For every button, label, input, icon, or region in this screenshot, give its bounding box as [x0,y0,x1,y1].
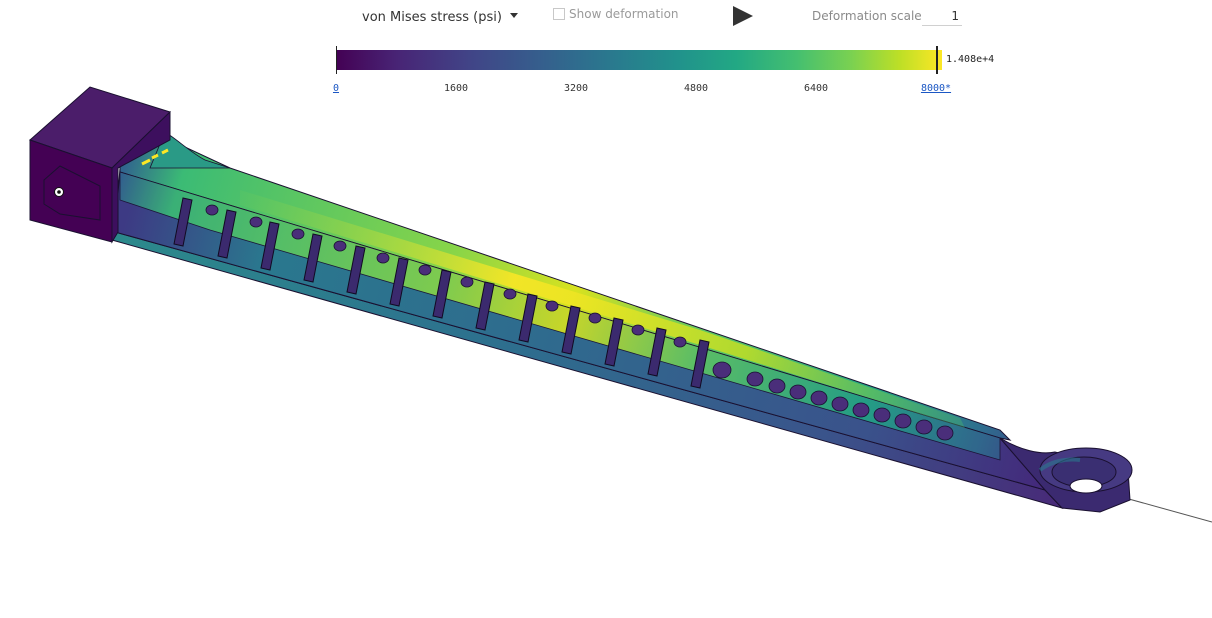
result-type-label: von Mises stress (psi) [362,9,502,25]
legend-tick: 3200 [563,83,589,94]
colorbar [336,50,942,70]
checkbox-icon[interactable] [553,8,565,20]
fillet-hotspots [141,148,169,166]
beam-rail-face [119,171,1001,461]
stress-color-legend: 1.408e+4 0 1600 3200 4800 6400 8000* [330,46,1010,98]
beam-fillet [149,131,231,169]
result-type-dropdown[interactable]: von Mises stress (psi) [362,6,518,28]
legend-tick-max[interactable]: 8000* [920,83,952,94]
ribs [173,197,710,389]
play-icon [733,6,753,26]
mount-block [29,86,171,244]
play-animation-button[interactable] [731,4,755,28]
legend-tick-min[interactable]: 0 [332,83,340,94]
eye-end [999,437,1133,513]
legend-tick: 6400 [803,83,829,94]
chevron-down-icon [509,13,518,18]
results-toolbar: von Mises stress (psi) Show deformation … [0,0,1212,34]
legend-max-value: 1.408e+4 [946,54,995,65]
legend-max-marker[interactable] [936,46,938,74]
legend-tick: 4800 [683,83,709,94]
show-deformation-label: Show deformation [569,7,679,21]
legend-tick: 1600 [443,83,469,94]
deformation-scale-input[interactable] [922,7,962,26]
show-deformation-checkbox[interactable]: Show deformation [553,7,679,21]
lightening-holes [205,204,954,441]
axis-line [1117,495,1212,523]
beam-side-face [111,231,1064,509]
legend-min-marker [336,46,337,74]
deformation-scale-label: Deformation scale [812,9,922,23]
stress-band [240,190,965,428]
